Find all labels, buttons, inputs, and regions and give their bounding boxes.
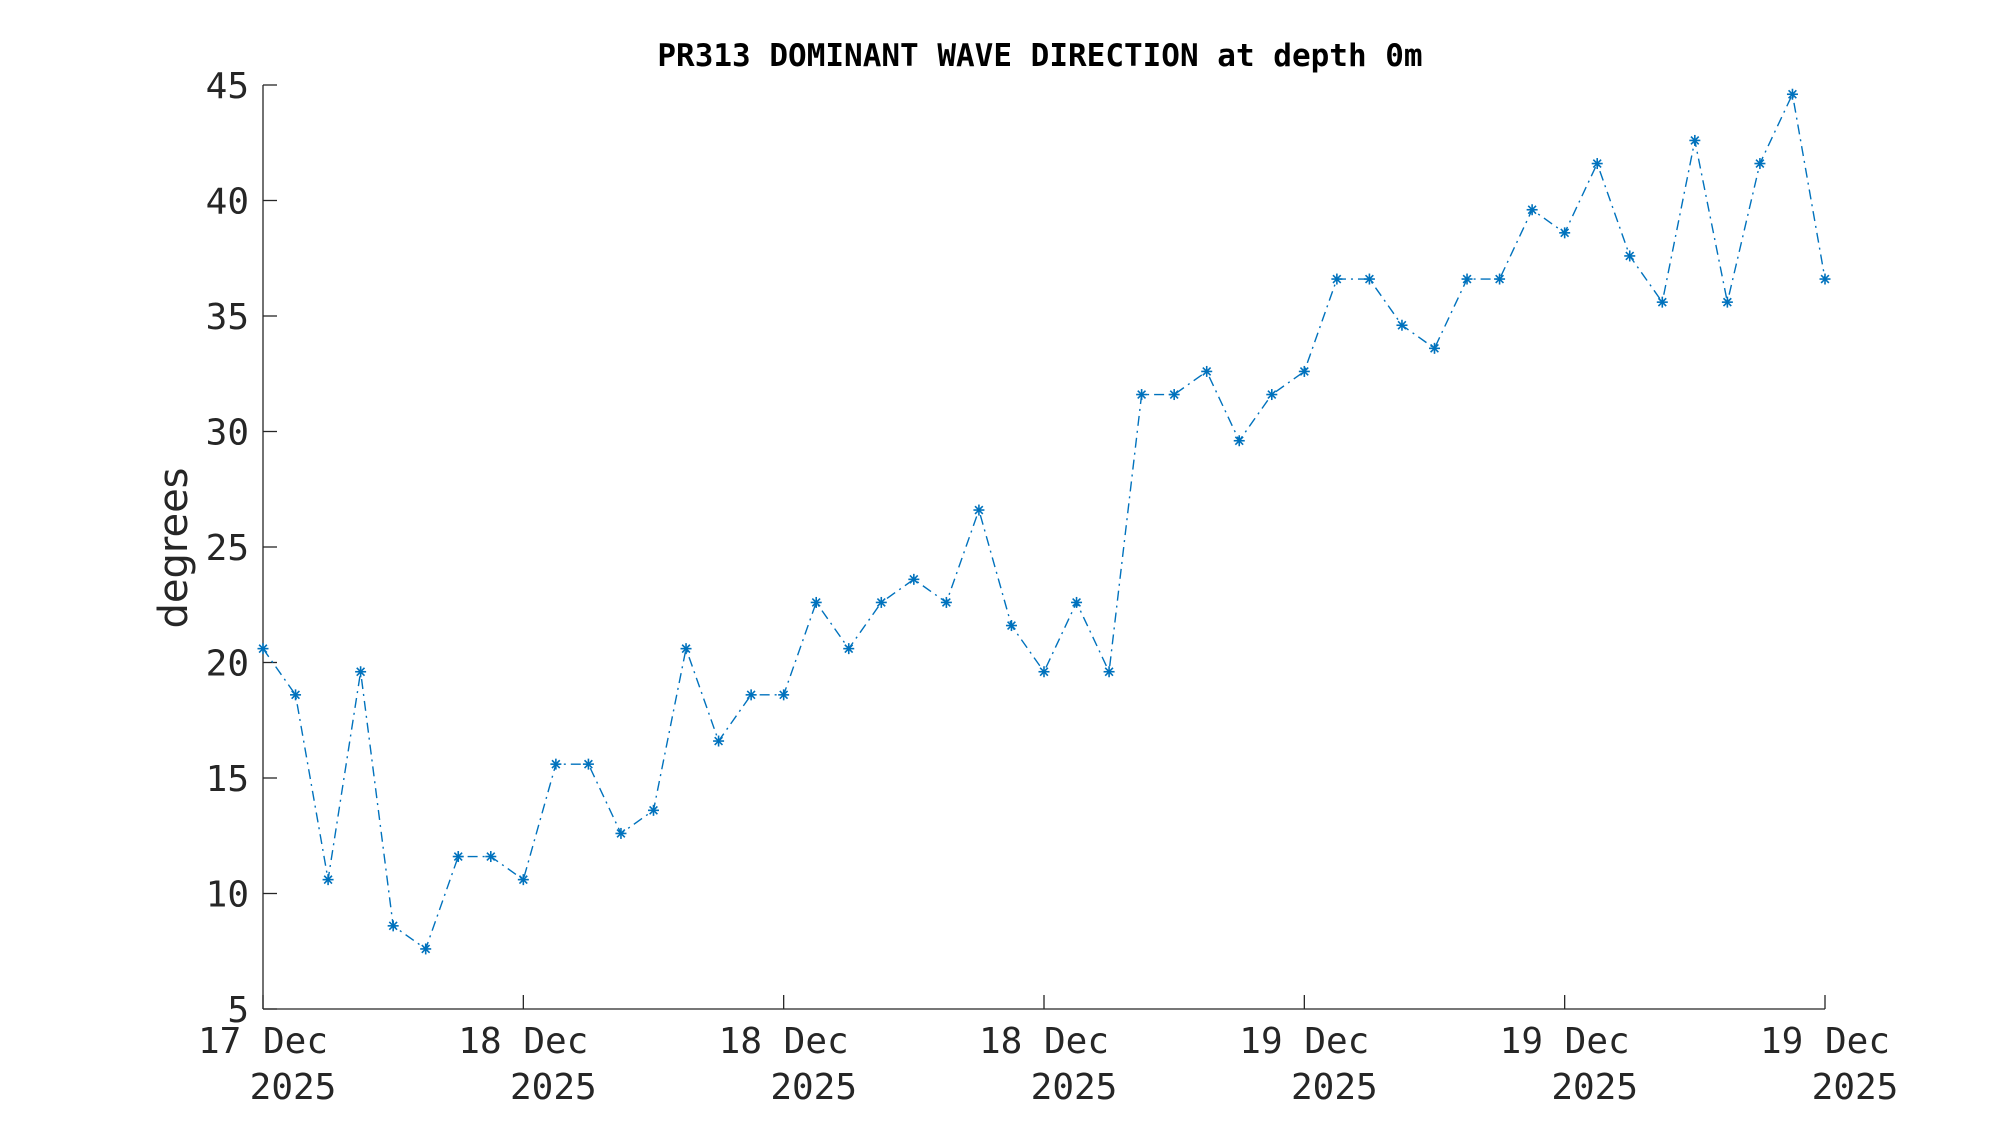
data-point	[680, 643, 692, 655]
data-point	[1038, 666, 1050, 678]
x-tick-label-year: 2025	[1812, 1067, 1899, 1108]
data-point	[1624, 250, 1636, 262]
data-point	[810, 596, 822, 608]
data-point	[1429, 342, 1440, 354]
data-point	[1168, 389, 1180, 401]
data-point	[290, 689, 302, 701]
x-tick-label-date: 19 Dec	[1239, 1021, 1369, 1062]
x-tick-label-year: 2025	[1031, 1067, 1118, 1108]
y-tick-label: 20	[206, 644, 249, 685]
data-point	[940, 596, 952, 608]
y-tick-label: 35	[206, 297, 249, 338]
data-point	[452, 851, 464, 863]
data-point	[420, 943, 432, 955]
y-axis-ticks: 5 10 15 20 25 30 35 40 45	[206, 66, 277, 1031]
x-tick-label-year: 2025	[1551, 1067, 1638, 1108]
y-tick-label: 25	[206, 528, 249, 569]
data-point	[1298, 365, 1310, 377]
data-point	[355, 666, 367, 678]
data-point	[1591, 158, 1603, 170]
data-point	[550, 758, 562, 770]
data-series	[262, 91, 1826, 951]
data-point	[1136, 389, 1148, 401]
y-tick-label: 10	[206, 875, 249, 916]
x-tick-label-date: 18 Dec	[979, 1021, 1109, 1062]
data-point	[1071, 596, 1083, 608]
axes	[262, 85, 1825, 1010]
data-point	[1819, 273, 1831, 285]
data-point	[1721, 296, 1733, 308]
x-tick-label-date: 17 Dec	[198, 1021, 328, 1062]
data-point	[1266, 389, 1278, 401]
data-point	[1331, 273, 1343, 285]
data-point	[1461, 273, 1473, 285]
data-point	[908, 573, 920, 585]
data-point	[973, 504, 985, 516]
data-point	[1689, 134, 1701, 146]
data-point	[1005, 620, 1017, 632]
data-point	[1396, 319, 1408, 331]
data-point	[1526, 204, 1538, 216]
x-tick-label-year: 2025	[250, 1067, 337, 1108]
x-tick-label-date: 19 Dec	[1760, 1021, 1890, 1062]
data-point	[745, 689, 757, 701]
data-markers	[257, 88, 1831, 955]
data-point	[582, 758, 594, 770]
data-point	[1754, 158, 1766, 170]
data-point	[257, 643, 269, 655]
data-point	[322, 874, 334, 886]
data-point	[517, 874, 529, 886]
x-tick-label-year: 2025	[1291, 1067, 1378, 1108]
data-point	[713, 735, 725, 747]
series-line	[262, 91, 1826, 951]
data-point	[1233, 435, 1245, 447]
data-point	[1656, 296, 1668, 308]
data-point	[1786, 88, 1798, 100]
data-point	[485, 851, 497, 863]
y-tick-label: 5	[227, 990, 249, 1031]
x-tick-label-date: 18 Dec	[458, 1021, 588, 1062]
y-axis-label: degrees	[151, 467, 197, 628]
x-tick-label-date: 19 Dec	[1500, 1021, 1630, 1062]
data-point	[387, 920, 399, 932]
data-point	[1363, 273, 1375, 285]
data-point	[1103, 666, 1115, 678]
y-tick-label: 15	[206, 759, 249, 800]
data-point	[1201, 365, 1213, 377]
x-tick-label-year: 2025	[770, 1067, 857, 1108]
data-point	[1494, 273, 1506, 285]
data-point	[778, 689, 790, 701]
y-tick-label: 45	[206, 66, 249, 107]
chart-title: PR313 DOMINANT WAVE DIRECTION at depth 0…	[657, 38, 1422, 74]
x-tick-label-year: 2025	[510, 1067, 597, 1108]
data-point	[648, 804, 659, 816]
x-axis-ticks: 17 Dec 2025 18 Dec 2025 18 Dec 2025 18 Dec 2025…	[198, 995, 1898, 1108]
data-point	[843, 643, 855, 655]
data-point	[875, 596, 887, 608]
x-tick-label-date: 18 Dec	[719, 1021, 849, 1062]
data-point	[1559, 227, 1571, 239]
y-tick-label: 30	[206, 413, 249, 454]
data-point	[615, 827, 627, 839]
y-tick-label: 40	[206, 182, 249, 223]
